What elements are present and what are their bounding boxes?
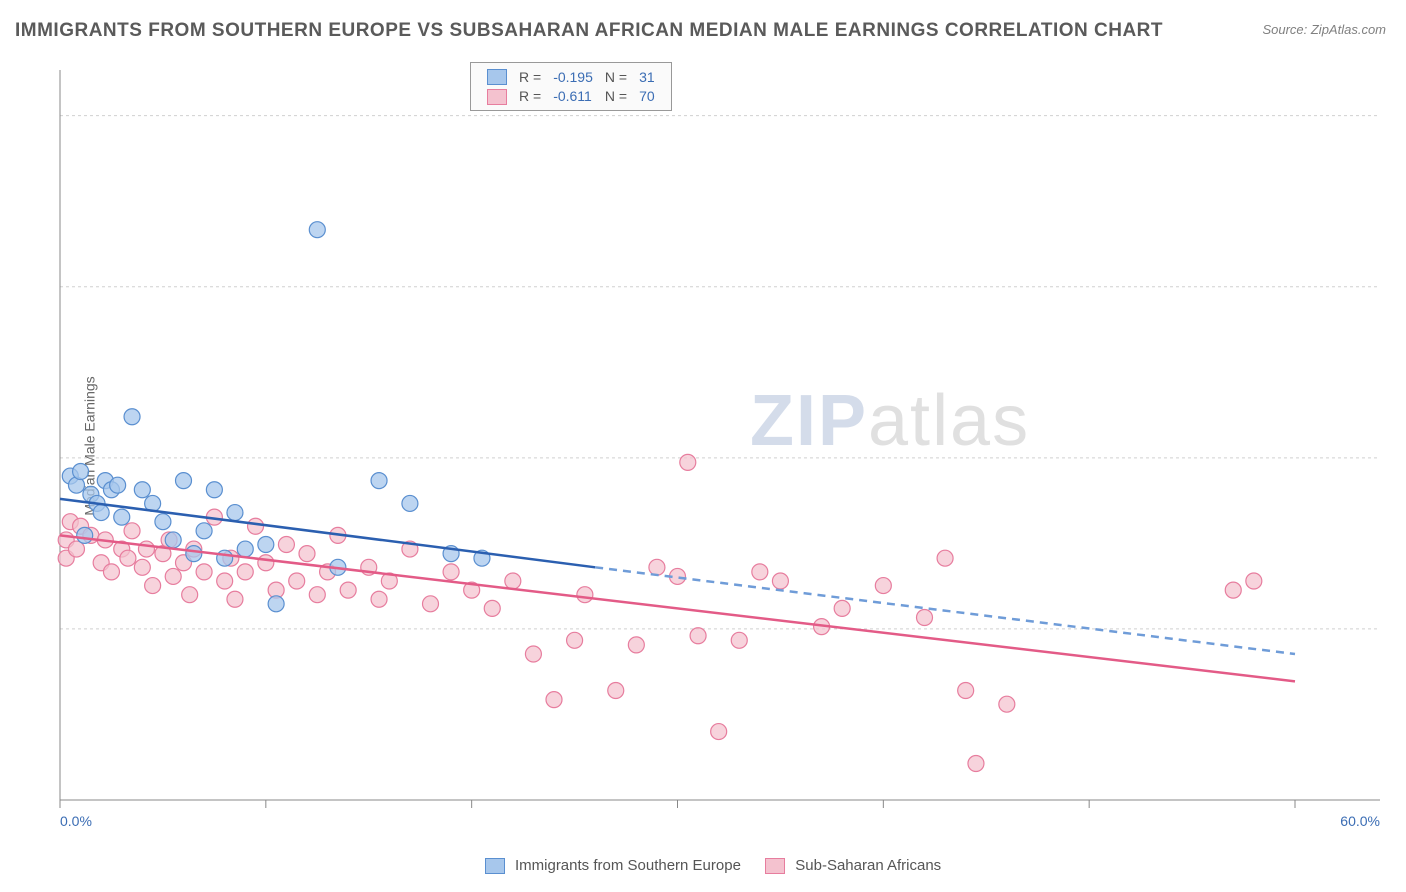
r-value-2: -0.611	[547, 86, 599, 105]
plot-area: $37,500$75,000$112,500$150,0000.0%60.0%	[55, 60, 1385, 830]
corr-legend-row-1: R = -0.195 N = 31	[481, 67, 661, 86]
svg-text:0.0%: 0.0%	[60, 813, 92, 829]
legend-swatch-series-2	[765, 858, 785, 874]
legend-swatch-blue	[487, 69, 507, 85]
legend-label-1: Immigrants from Southern Europe	[515, 857, 741, 874]
legend-swatch-series-1	[485, 858, 505, 874]
chart-title: IMMIGRANTS FROM SOUTHERN EUROPE VS SUBSA…	[15, 20, 1163, 42]
scatter-chart-svg: $37,500$75,000$112,500$150,0000.0%60.0%	[55, 60, 1385, 830]
source-label: Source: ZipAtlas.com	[1262, 22, 1386, 37]
n-value-2: 70	[633, 86, 661, 105]
correlation-legend: R = -0.195 N = 31 R = -0.611 N = 70	[470, 62, 672, 111]
r-label: R =	[513, 86, 547, 105]
n-label: N =	[599, 86, 633, 105]
n-label: N =	[599, 67, 633, 86]
n-value-1: 31	[633, 67, 661, 86]
legend-swatch-pink	[487, 89, 507, 105]
chart-container: IMMIGRANTS FROM SOUTHERN EUROPE VS SUBSA…	[0, 0, 1406, 892]
r-value-1: -0.195	[547, 67, 599, 86]
svg-text:60.0%: 60.0%	[1340, 813, 1380, 829]
corr-legend-row-2: R = -0.611 N = 70	[481, 86, 661, 105]
legend-label-2: Sub-Saharan Africans	[795, 857, 941, 874]
r-label: R =	[513, 67, 547, 86]
series-legend: Immigrants from Southern Europe Sub-Saha…	[0, 857, 1406, 874]
